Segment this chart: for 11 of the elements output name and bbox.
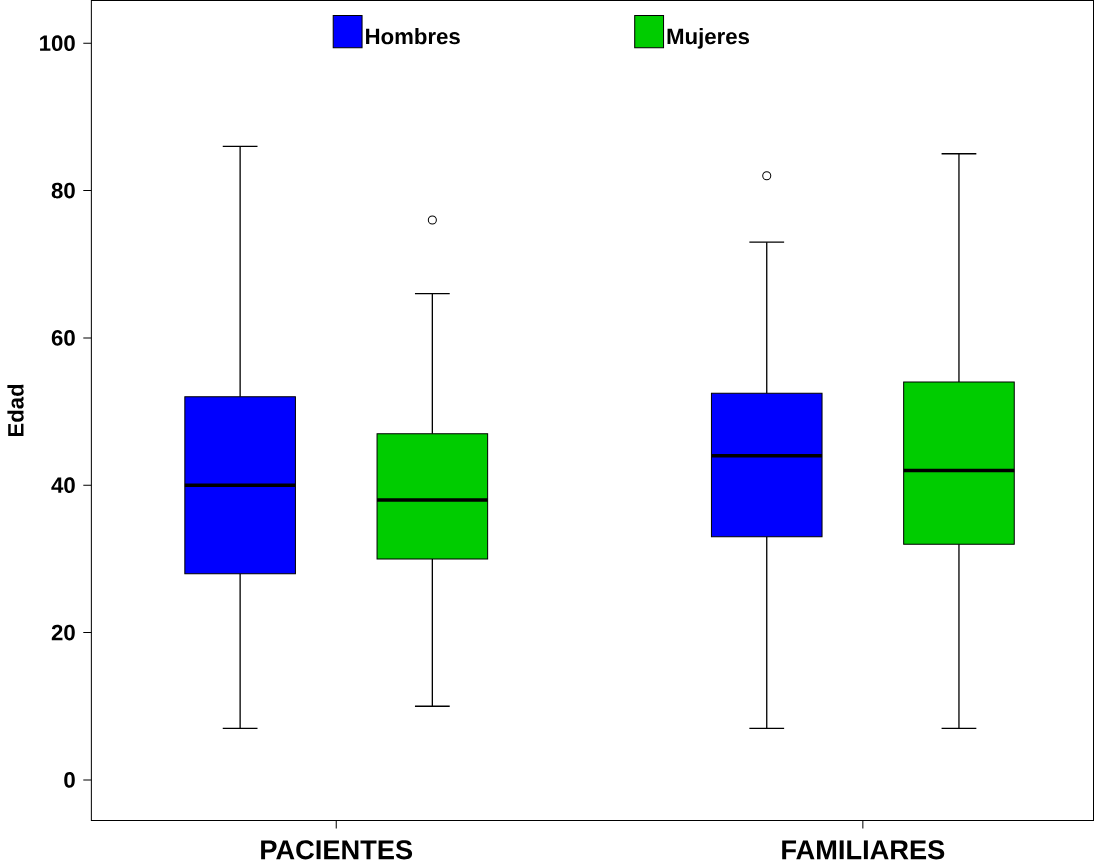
y-tick-label: 20 — [51, 624, 75, 641]
y-tick-label: 100 — [40, 35, 75, 52]
x-tick-label: FAMILIARES — [782, 840, 945, 860]
y-tick-label: 0 — [64, 772, 75, 788]
y-tick-label: 40 — [51, 477, 75, 494]
y-axis-title: Edad — [7, 384, 24, 437]
y-tick-label: 60 — [51, 330, 75, 346]
legend-label: Hombres — [366, 28, 460, 45]
y-tick-label: 80 — [51, 182, 75, 199]
legend-label: Mujeres — [667, 28, 750, 49]
x-tick-label: PACIENTES — [261, 840, 413, 860]
